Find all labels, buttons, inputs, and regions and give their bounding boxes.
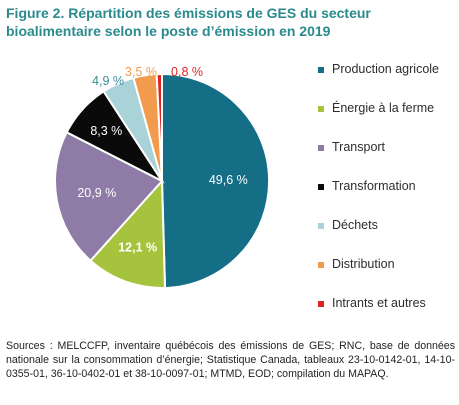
slice-value-label-7: 0,8 % — [171, 65, 203, 79]
legend-label: Production agricole — [332, 62, 440, 76]
slice-value-label-4: 8,3 % — [90, 124, 122, 138]
chart-title: Figure 2. Répartition des émissions de G… — [6, 5, 371, 39]
pie-slices — [54, 72, 271, 289]
legend-item-5: Déchets — [318, 218, 458, 257]
slice-labels: 49,6 % 12,1 % 20,9 % 8,3 % 4,9 %3,5 % 0,8 % — [77, 65, 247, 254]
legend-item-4: Transformation — [318, 179, 458, 218]
legend-label: Transport — [332, 140, 386, 154]
legend-label: Déchets — [332, 218, 378, 232]
legend-swatch — [318, 262, 324, 268]
legend-swatch — [318, 223, 324, 229]
pie-slice-1 — [161, 72, 271, 289]
pie-slice-7 — [155, 72, 163, 182]
legend-item-3: Transport — [318, 140, 458, 179]
legend-label: Intrants et autres — [332, 296, 426, 310]
legend-label: Distribution — [332, 257, 395, 271]
legend-item-6: Distribution — [318, 257, 458, 296]
legend-item-2: Énergie à la ferme — [318, 101, 458, 140]
legend-swatch — [318, 145, 324, 151]
slice-value-label-2: 12,1 % — [118, 240, 157, 254]
legend-swatch — [318, 301, 324, 307]
pie-slice-3 — [54, 130, 164, 263]
legend-item-1: Production agricole — [318, 62, 458, 101]
legend-item-7: Intrants et autres — [318, 296, 458, 335]
legend-label: Énergie à la ferme — [332, 101, 435, 115]
slice-value-label-1: 49,6 % — [209, 173, 248, 187]
slice-value-label-6: 3,5 % — [125, 65, 157, 79]
pie-chart: 49,6 % 12,1 % 20,9 % 8,3 % 4,9 %3,5 % 0,8 % — [54, 65, 271, 289]
legend: Production agricole Énergie à la ferme Tra… — [318, 62, 458, 335]
pie-slice-2 — [89, 178, 167, 289]
legend-label: Transformation — [332, 179, 416, 193]
legend-swatch — [318, 106, 324, 112]
slice-value-label-3: 20,9 % — [77, 186, 116, 200]
source-note: Sources : MELCCFP, inventaire québécois … — [6, 340, 455, 380]
slice-value-label-5: 4,9 % — [92, 74, 124, 88]
legend-swatch — [318, 67, 324, 73]
legend-swatch — [318, 184, 324, 190]
